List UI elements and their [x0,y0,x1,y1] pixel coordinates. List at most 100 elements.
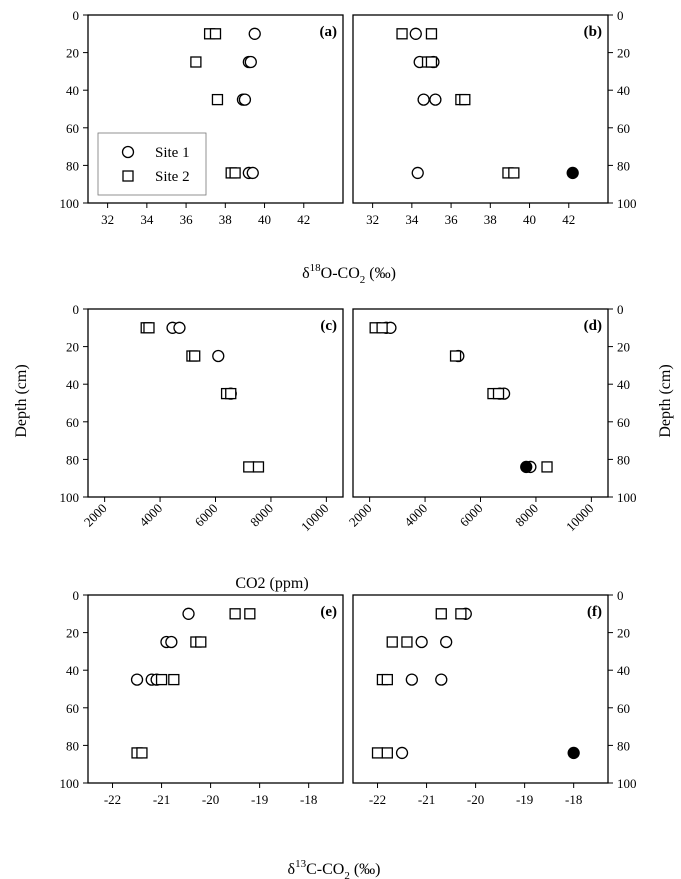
y-tick-label: 100 [60,490,80,505]
x-tick-label: 40 [523,212,536,227]
site-1-point [248,27,261,40]
site-2-point [168,673,180,686]
site-1-point [395,746,409,760]
y-tick-label: 20 [617,46,630,61]
y-tick-label: 60 [66,415,79,430]
site-1-point [238,93,252,106]
x-tick-label: 2000 [346,501,375,530]
site-2-point [376,322,388,334]
y-tick-label: 60 [66,121,79,136]
x-tick-label: -18 [565,792,582,807]
filled-point [567,746,580,760]
panel-c: (c) 2000 4000 6000 8000 10000 0 20 40 60 80 100 [60,302,344,534]
site-2-point [455,608,467,620]
y-tick-label: 20 [617,340,630,355]
x-tick-label: -22 [104,792,121,807]
x-tick-label: 6000 [457,501,486,530]
site-2-point [425,56,438,68]
site-1-point [246,166,259,180]
y-tick-label: 80 [617,738,630,753]
x-tick-label: 38 [484,212,497,227]
site-1-point [411,166,424,180]
site-1-point [244,55,257,69]
x-tick-label: 34 [405,212,419,227]
y-tick-label: 0 [73,588,80,603]
y-tick-label: 0 [73,302,80,317]
site-1-point [173,321,186,334]
x-tick-label: -19 [516,792,533,807]
panel-e-frame [87,594,344,784]
x-tick-label: -20 [467,792,484,807]
y-tick-label: 60 [617,121,630,136]
x-tick-label: 34 [140,212,154,227]
y-tick-label: 20 [66,340,79,355]
y-tick-label: 100 [60,776,80,791]
y-tick-label: 80 [66,452,79,467]
panel-d-frame [352,308,609,498]
site-2-point [449,350,462,362]
y-tick-label: 60 [617,701,630,716]
panel-f-frame [352,594,609,784]
site-2-point [252,461,265,473]
x-tick-label: 40 [258,212,271,227]
y-tick-label: 100 [617,776,637,791]
panel-d: (d) 2000 4000 6000 8000 10000 0 20 40 60 80 100 [346,302,637,534]
site-1-point [165,635,178,649]
y-tick-label: 100 [617,490,637,505]
site-1-point [212,349,225,363]
panel-e: (e) -22 -21 -20 -19 -18 0 20 40 60 80 100 [60,588,344,807]
site-1-point [417,93,430,106]
y-tick-label: 80 [617,452,630,467]
site-2-point [435,608,447,620]
site-1-point [435,673,448,686]
site-2-point [425,28,438,40]
x-tick-label: -20 [202,792,219,807]
x-tick-label: 42 [297,212,310,227]
site-2-point [381,673,393,686]
x-tick-label: 38 [219,212,232,227]
y-tick-label: 40 [66,83,79,98]
y-tick-label: 100 [60,196,80,211]
x-tick-label: -21 [153,792,170,807]
site-2-point [136,747,148,759]
legend-square-marker [122,170,134,182]
site-2-point [401,636,413,648]
site-1-point [429,93,442,106]
y-tick-label: 80 [66,158,79,173]
site-2-point [371,747,384,759]
site-2-point [190,56,202,68]
site-1-point [405,673,418,686]
panel-b: (b) 32 34 36 38 40 42 0 20 40 60 80 100 [352,8,637,227]
x-tick-label: 2000 [81,501,110,530]
legend-circle-marker [121,145,135,159]
x-tick-label: 36 [445,212,459,227]
filled-point [566,166,579,180]
panel-a-frame [87,14,344,204]
x-tick-label: 8000 [512,501,541,530]
row1-x-axis-label: δ18O-CO2 (‰) [302,262,396,286]
y-tick-label: 80 [66,738,79,753]
row2-x-axis-label: CO2 (ppm) [235,575,308,592]
site-2-point [459,93,471,106]
site-2-point [211,93,224,106]
site-2-point [229,608,241,620]
y-tick-label: 0 [617,302,624,317]
x-tick-label: 36 [180,212,194,227]
y-tick-label: 20 [66,626,79,641]
y-tick-label: 0 [73,8,80,23]
site-2-point [243,461,255,473]
x-tick-label: 8000 [247,501,276,530]
legend-label: Site 1 [155,145,190,161]
x-tick-label: -19 [251,792,268,807]
site-1-point [130,673,144,686]
row3-x-axis-label: δ13C-CO2 (‰) [288,858,381,879]
filled-point [520,460,533,474]
x-tick-label: 4000 [136,501,165,530]
panel-f: (f) -22 -21 -20 -19 -18 0 20 40 60 80 100 [352,588,637,807]
x-tick-label: 42 [562,212,575,227]
x-tick-label: -22 [369,792,386,807]
x-tick-label: 10000 [563,501,597,535]
panel-tag: (d) [584,318,602,334]
panel-c-frame [87,308,344,498]
